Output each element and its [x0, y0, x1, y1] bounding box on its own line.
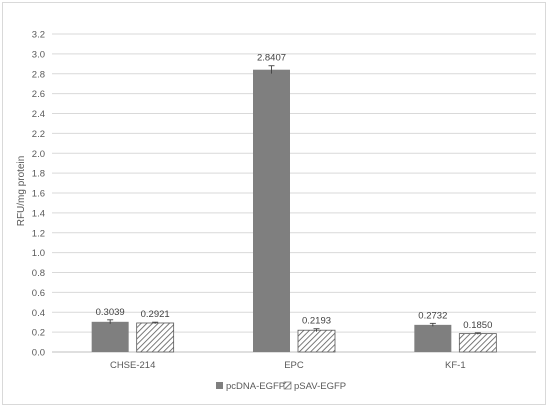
data-label: 2.8407 [257, 53, 286, 64]
y-tick-label: 3.0 [32, 49, 45, 60]
data-label: 0.3039 [96, 307, 125, 318]
y-tick-label: 1.8 [32, 169, 45, 180]
y-tick-label: 0.0 [32, 348, 45, 359]
data-labels: 0.3039 0.2921 2.8407 0.2193 0.2732 0.1850 [96, 53, 493, 331]
data-label: 0.1850 [463, 320, 492, 331]
y-tick-label: 0.6 [32, 288, 45, 299]
y-tick-label: 1.6 [32, 189, 45, 200]
legend-swatch [283, 381, 292, 390]
category-label: CHSE-214 [110, 360, 155, 371]
data-label: 0.2732 [418, 310, 447, 321]
legend-label: pSAV-EGFP [294, 381, 346, 392]
y-tick-labels: 0.0 0.2 0.4 0.6 0.8 1.0 1.2 1.4 1.6 1.8 2.0 2.2 2.4 2… [32, 30, 45, 359]
y-tick-label: 3.2 [32, 30, 45, 41]
data-label: 0.2921 [141, 309, 170, 320]
y-tick-label: 2.8 [32, 69, 45, 80]
legend: pcDNA-EGFP pSAV-EGFP [216, 381, 346, 392]
legend-swatch [216, 382, 223, 389]
bar-pcdna-egfp [414, 324, 452, 352]
y-tick-label: 1.4 [32, 208, 45, 219]
y-tick-label: 1.0 [32, 248, 45, 259]
y-tick-label: 1.2 [32, 228, 45, 239]
legend-label: pcDNA-EGFP [226, 381, 285, 392]
y-tick-label: 0.4 [32, 308, 45, 319]
y-axis-title: RFU/mg protein [16, 156, 27, 227]
y-tick-label: 2.0 [32, 149, 45, 160]
y-tick-label: 2.2 [32, 129, 45, 140]
bar-psav-egfp [136, 322, 175, 353]
bar-psav-egfp [458, 333, 497, 353]
y-tick-label: 2.4 [32, 109, 45, 120]
bar-pcdna-egfp [253, 69, 290, 352]
bar-pcdna-egfp [91, 321, 129, 352]
gridlines [52, 33, 536, 353]
data-label: 0.2193 [302, 316, 331, 327]
category-labels: CHSE-214 EPC KF-1 [110, 360, 466, 371]
y-tick-label: 0.8 [32, 268, 45, 279]
category-label: EPC [284, 360, 304, 371]
y-tick-label: 0.2 [32, 328, 45, 339]
bars [91, 65, 497, 353]
bar-psav-egfp [297, 329, 336, 353]
y-tick-label: 2.6 [32, 89, 45, 100]
category-label: KF-1 [445, 360, 466, 371]
